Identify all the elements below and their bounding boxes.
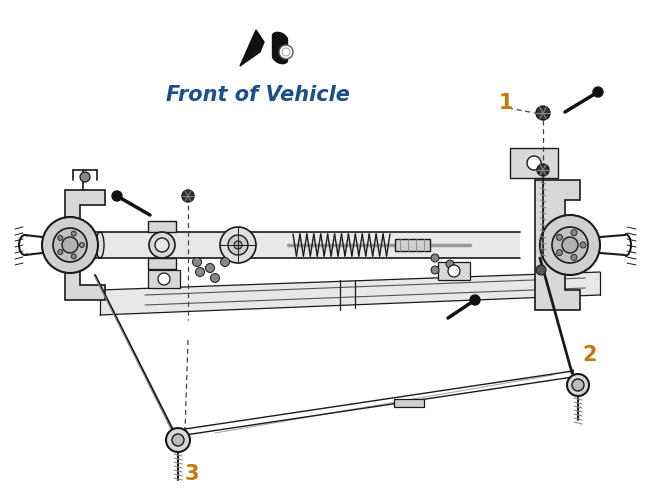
Circle shape [80,172,90,182]
Circle shape [562,237,578,253]
Circle shape [57,236,63,241]
Circle shape [211,274,220,282]
Circle shape [540,215,600,275]
Text: 1: 1 [499,93,514,113]
Circle shape [196,268,205,277]
Circle shape [431,266,439,274]
Ellipse shape [273,38,287,50]
Bar [148,221,176,232]
Ellipse shape [96,232,104,258]
Circle shape [205,263,214,273]
Circle shape [446,260,454,268]
Circle shape [448,265,460,277]
Circle shape [556,234,563,241]
Circle shape [57,249,63,254]
Polygon shape [240,30,264,66]
Ellipse shape [273,33,287,44]
Polygon shape [100,272,600,315]
Circle shape [53,228,87,262]
Circle shape [537,164,549,176]
Bar [510,148,558,178]
Ellipse shape [273,42,287,54]
Text: 3: 3 [185,464,199,484]
Ellipse shape [273,50,287,62]
Text: Front of Vehicle: Front of Vehicle [166,85,350,105]
Circle shape [172,434,184,446]
Circle shape [79,243,85,247]
Circle shape [193,257,202,267]
Circle shape [536,106,550,120]
Circle shape [571,230,577,236]
Circle shape [62,237,78,253]
Ellipse shape [273,44,287,56]
Circle shape [552,227,588,263]
Circle shape [556,249,563,256]
Bar [394,399,424,407]
Circle shape [431,254,439,262]
Bar [438,262,470,280]
Circle shape [71,231,76,236]
Polygon shape [65,190,105,300]
Text: 2: 2 [583,345,598,365]
Circle shape [580,242,586,248]
Ellipse shape [273,36,287,48]
Bar [88,232,520,258]
Circle shape [234,241,242,249]
Circle shape [220,257,229,267]
Circle shape [527,156,541,170]
Circle shape [470,295,480,305]
Ellipse shape [273,48,287,60]
Circle shape [536,265,546,275]
Circle shape [279,45,293,59]
Circle shape [71,254,76,259]
Polygon shape [535,180,580,310]
Circle shape [220,227,256,263]
Circle shape [158,273,170,285]
Bar [148,258,176,269]
Circle shape [149,232,175,258]
Ellipse shape [273,52,287,64]
Circle shape [155,238,169,252]
Circle shape [228,235,248,255]
Circle shape [567,374,589,396]
Ellipse shape [273,35,287,46]
Circle shape [182,190,194,202]
Bar [148,270,180,288]
Ellipse shape [273,40,287,52]
Circle shape [571,254,577,260]
Circle shape [42,217,98,273]
Circle shape [593,87,603,97]
Circle shape [282,48,290,56]
Bar [395,239,430,251]
Circle shape [112,191,122,201]
Ellipse shape [273,46,287,58]
Circle shape [572,379,584,391]
Circle shape [166,428,190,452]
